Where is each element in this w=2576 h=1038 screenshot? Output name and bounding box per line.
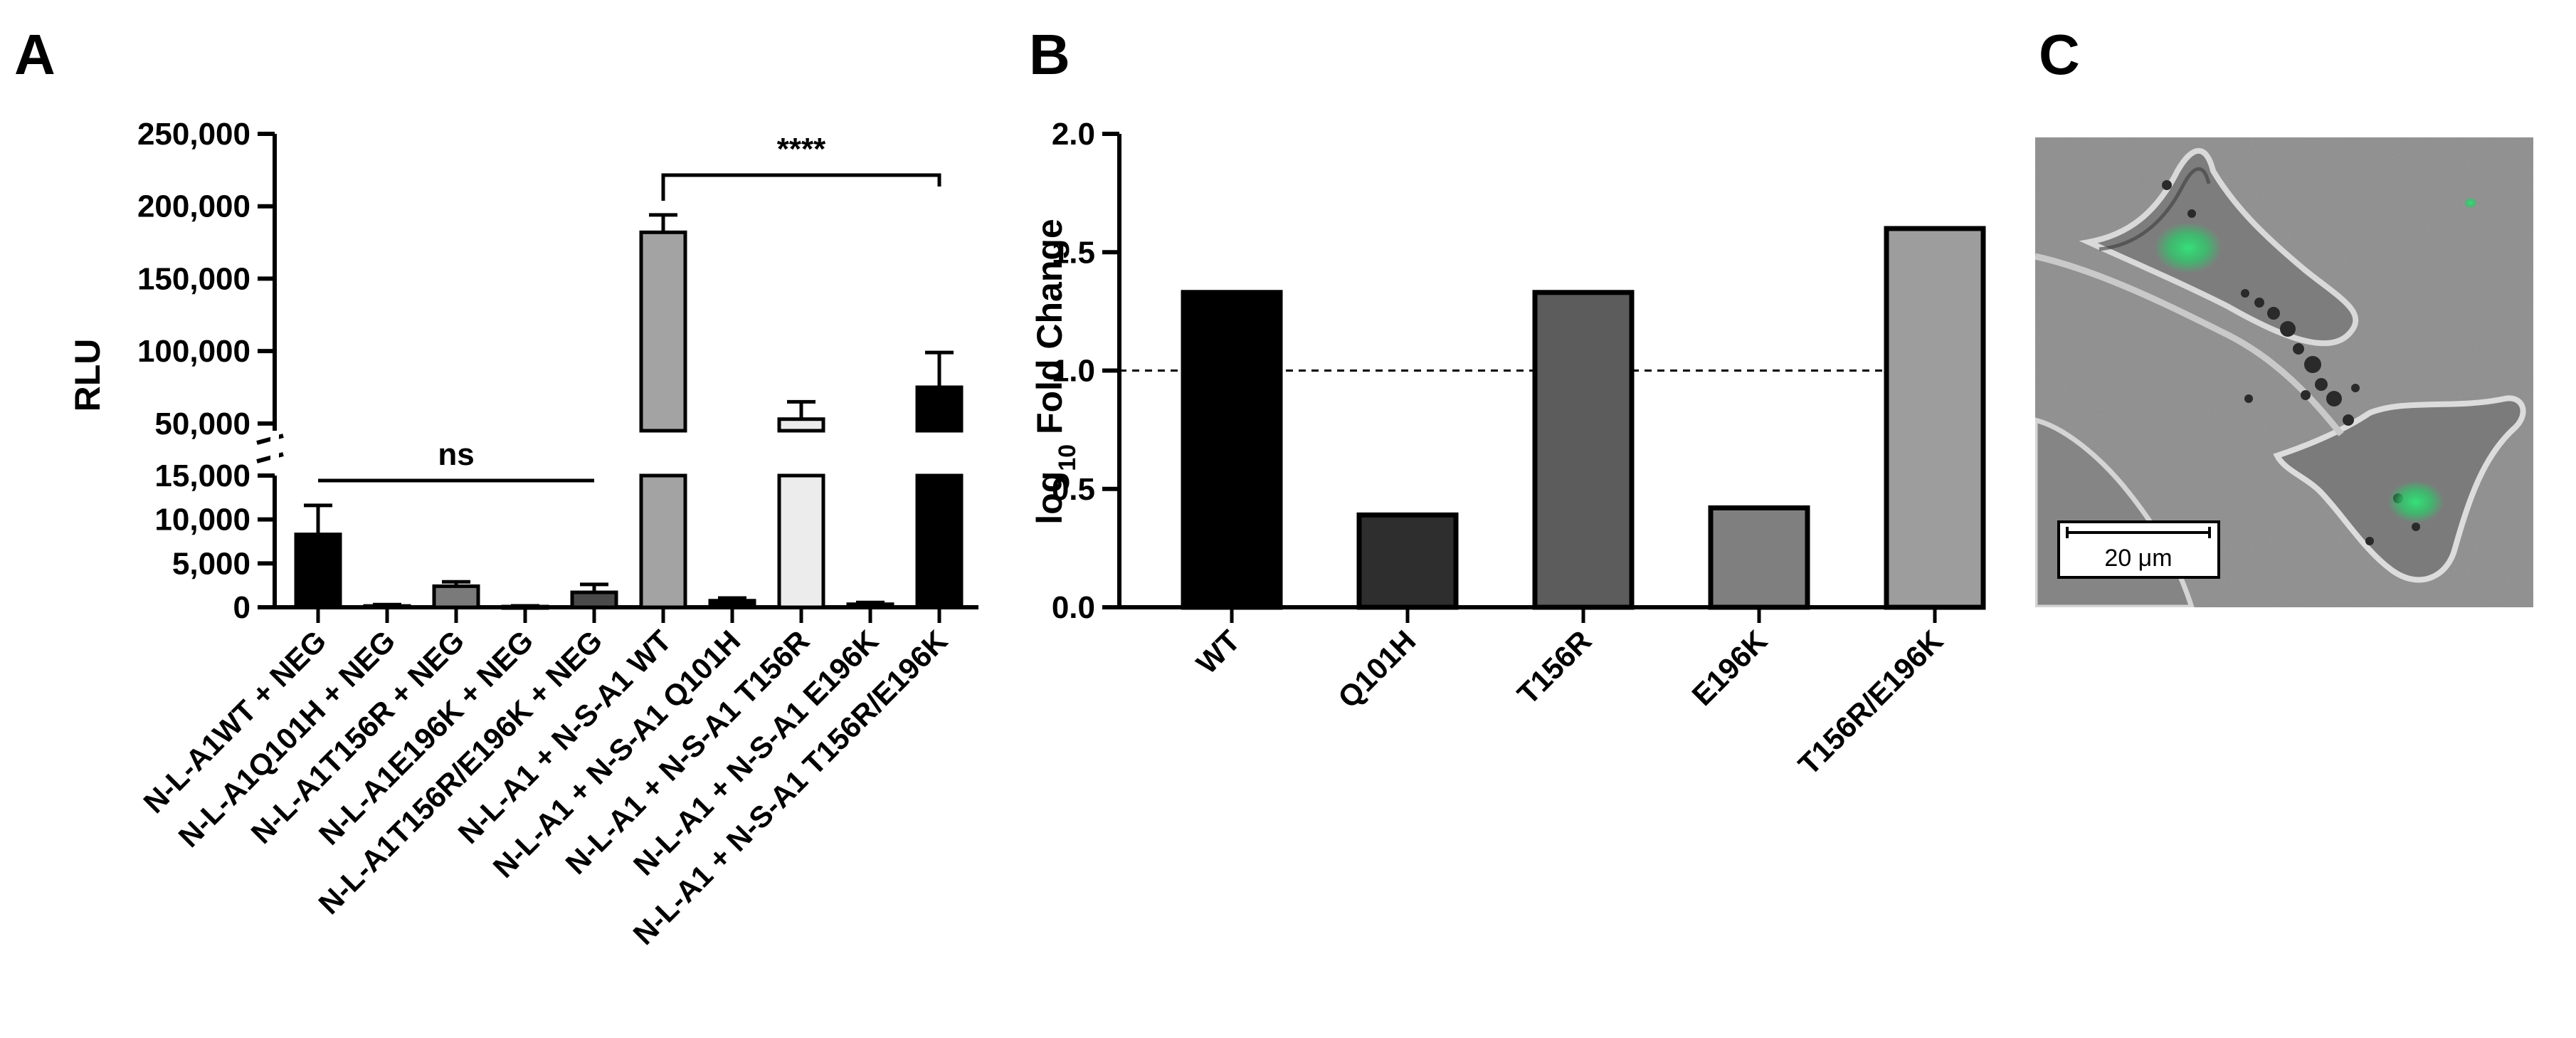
panel-a-label: A <box>14 23 56 86</box>
chart-a-tick-label: 50,000 <box>154 407 250 441</box>
bar-q101h <box>1356 512 1459 610</box>
chart-a-tick-label: 250,000 <box>137 117 250 152</box>
bar-n-l-a1t156r-neg <box>432 584 480 609</box>
chart-b-category-label: E196K <box>1685 624 1773 712</box>
chart-a-ticks: 0 5,000 10,000 15,000 50,000 100,000 150,000 20… <box>137 117 275 625</box>
chart-a: 0 5,000 10,000 15,000 50,000 100,000 150,000 20… <box>68 117 978 951</box>
chart-a-tick-label: 15,000 <box>154 458 250 493</box>
bar-n-l-a1-n-s-a1-wt-lower <box>639 473 687 609</box>
significance-label-stars: **** <box>777 132 826 167</box>
bar-t156r-e196k <box>1884 226 1986 610</box>
chart-a-annotations: ns **** <box>318 132 941 483</box>
bar-n-l-a1-n-s-a1-wt-upper <box>639 230 687 433</box>
panel-c-label: C <box>2039 23 2080 86</box>
chart-b-tick-label: 1.0 <box>1052 354 1095 389</box>
chart-a-bars <box>294 230 964 610</box>
scale-bar-label: 20 μm <box>2104 545 2172 572</box>
bar-n-l-a1t156r-e196k-neg <box>570 590 618 609</box>
chart-b-y-axis-title-rest: Fold Change <box>1030 219 1070 444</box>
panel-b-label: B <box>1029 23 1070 86</box>
chart-a-tick-label: 200,000 <box>137 189 250 224</box>
chart-a-axis-break-mark <box>256 434 284 445</box>
bar-t156r <box>1532 290 1635 610</box>
chart-b-bars <box>1181 226 1986 610</box>
upper-cell-shadow <box>2099 167 2211 251</box>
chart-b-tick-label: 0.5 <box>1052 472 1095 507</box>
bar-wt <box>1181 290 1283 610</box>
bar-n-l-a1-n-s-a1-t156r-e196k-lower <box>915 473 964 609</box>
bar-n-l-a1-n-s-a1-t156r-upper <box>777 417 825 433</box>
chart-b-category-label: T156R <box>1511 624 1598 711</box>
chart-a-tick-label: 150,000 <box>137 261 250 296</box>
chart-a-tick-label: 100,000 <box>137 334 250 369</box>
significance-bracket-stars <box>661 173 941 201</box>
fluorescence-spot <box>2154 222 2222 273</box>
chart-b-y-axis-title: log10 Fold Change <box>1030 219 1081 524</box>
significance-label-ns: ns <box>438 437 474 472</box>
chart-b-tick-label: 1.5 <box>1052 235 1095 270</box>
chart-a-y-axis-title: RLU <box>68 339 107 412</box>
bar-e196k <box>1708 505 1810 610</box>
granules <box>2162 180 2420 545</box>
fluorescence-spot <box>2387 481 2444 523</box>
chart-b-category-label: Q101H <box>1331 624 1422 714</box>
fluorescence-spot <box>2464 197 2478 209</box>
chart-b-ticks: 0.0 0.5 1.0 1.5 2.0 <box>1052 117 1119 625</box>
chart-b: 0.0 0.5 1.0 1.5 2.0 WT Q101H T156R E196K T156R/E… <box>1030 117 1986 782</box>
chart-a-error-bars <box>304 213 954 608</box>
bar-n-l-a1-n-s-a1-q101h <box>708 599 756 609</box>
chart-b-y-axis-title-subscript: 10 <box>1054 444 1081 471</box>
chart-b-tick-label: 0.0 <box>1052 590 1095 625</box>
micrograph-image: 20 μm <box>2035 137 2533 607</box>
bar-n-l-a1-n-s-a1-e196k <box>846 602 894 609</box>
chart-a-axes <box>256 134 978 623</box>
chart-a-tick-label: 5,000 <box>172 546 250 581</box>
chart-b-category-label: WT <box>1190 624 1247 681</box>
bar-n-l-a1-n-s-a1-t156r-lower <box>777 473 825 609</box>
chart-a-axis-gap <box>270 431 279 474</box>
chart-b-category-label: T156R/E196K <box>1792 624 1949 781</box>
chart-b-tick-label: 2.0 <box>1052 117 1095 152</box>
bar-n-l-a1-n-s-a1-t156r-e196k-upper <box>915 385 964 433</box>
bar-n-l-a1wt-neg <box>294 533 342 609</box>
chart-b-y-axis-title-log: log <box>1030 471 1070 525</box>
chart-a-axis-break-mark <box>256 452 284 463</box>
chart-a-tick-label: 0 <box>233 590 250 625</box>
chart-a-tick-label: 10,000 <box>154 503 250 538</box>
chart-b-category-labels: WT Q101H T156R E196K T156R/E196K <box>1190 624 1949 782</box>
